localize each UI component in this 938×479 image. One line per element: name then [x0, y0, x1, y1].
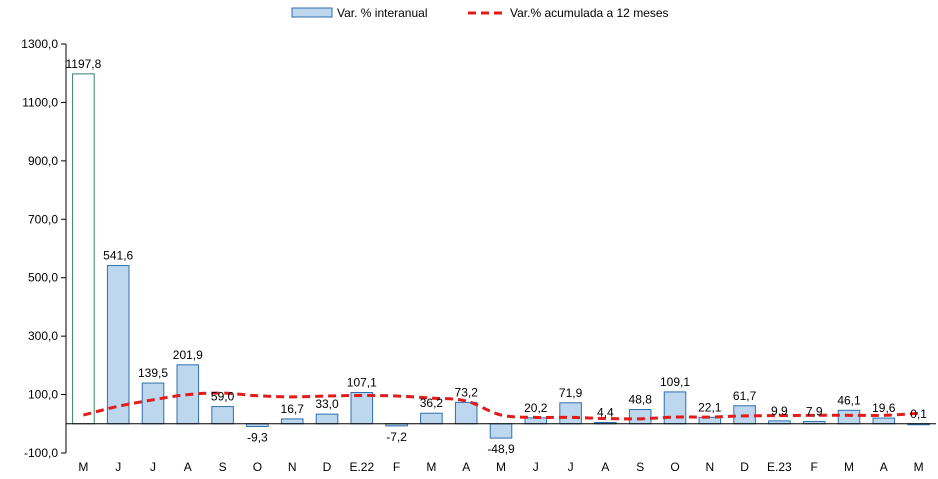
bar	[559, 402, 582, 425]
x-tick-label: D	[740, 460, 749, 474]
bar-value-label: 20,2	[524, 401, 548, 415]
bars	[72, 73, 930, 439]
x-tick-label: A	[601, 460, 609, 474]
x-tick-label: N	[705, 460, 714, 474]
x-tick-label: M	[844, 460, 854, 474]
bar-value-label: 9,9	[771, 404, 788, 418]
bar-value-label: 107,1	[347, 375, 377, 389]
x-tick-label: J	[115, 460, 121, 474]
bar	[454, 401, 478, 425]
bar	[315, 413, 339, 425]
x-tick-label: M	[914, 460, 924, 474]
y-tick-label: 1300,0	[21, 37, 58, 51]
bar-value-label: 541,6	[103, 249, 133, 263]
bar-value-label: -9,3	[247, 431, 268, 445]
bar-value-label: 61,7	[733, 389, 757, 403]
line-path	[83, 391, 919, 421]
bar	[628, 409, 652, 425]
bar-value-label: 33,0	[315, 397, 339, 411]
x-axis: M J J A S O N D E.22 F M A M J J A S O N D E.23 F M A M	[78, 460, 923, 474]
x-tick-label: S	[219, 460, 227, 474]
x-tick-label: E.22	[349, 460, 374, 474]
x-tick-label: O	[253, 460, 262, 474]
bar-value-label: -7,2	[386, 430, 407, 444]
bar-value-label: 1197,8	[65, 57, 101, 71]
x-tick-label: M	[78, 460, 88, 474]
bar-value-label: 0,1	[910, 407, 927, 421]
bar-value-label: 201,9	[173, 348, 203, 362]
x-tick-label: F	[811, 460, 818, 474]
x-tick-label: J	[150, 460, 156, 474]
bar-labels: 1197,8 541,6 139,5 201,9 59,0 -9,3 16,7 33,0 107…	[65, 57, 927, 456]
legend-label-bar: Var. % interanual	[337, 6, 428, 20]
y-tick-label: 100,0	[28, 388, 58, 402]
bar	[420, 412, 443, 425]
y-axis: -100,0 100,0 300,0 500,0 700,0 900,0 1100,0 130…	[21, 37, 67, 460]
bar	[106, 265, 130, 425]
bar-value-label: 19,6	[872, 401, 896, 415]
bar-value-label: 139,5	[138, 366, 168, 380]
bar-value-label: 59,0	[211, 390, 235, 404]
bar-value-label: 4,4	[597, 406, 614, 420]
y-tick-label: -100,0	[24, 446, 58, 460]
x-tick-label: M	[496, 460, 506, 474]
bar	[489, 423, 513, 439]
x-tick-label: O	[670, 460, 679, 474]
bar-value-label: 109,1	[660, 375, 690, 389]
x-tick-label: E.23	[767, 460, 792, 474]
bar	[211, 406, 234, 425]
bar-value-label: 73,2	[455, 385, 479, 399]
y-tick-label: 900,0	[28, 154, 58, 168]
legend-swatch-bar	[291, 7, 333, 18]
bar	[872, 417, 896, 425]
bar-value-label: 36,2	[420, 396, 444, 410]
x-tick-label: J	[568, 460, 574, 474]
x-tick-label: A	[184, 460, 192, 474]
x-tick-label: J	[533, 460, 539, 474]
x-tick-label: A	[880, 460, 888, 474]
line-series	[83, 391, 919, 421]
x-tick-label: N	[288, 460, 297, 474]
y-tick-label: 300,0	[28, 329, 58, 343]
bar	[141, 382, 165, 425]
bar	[72, 73, 95, 425]
bar	[350, 391, 374, 425]
y-tick-label: 700,0	[28, 212, 58, 226]
bar-value-label: 22,1	[698, 400, 722, 414]
x-tick-label: S	[636, 460, 644, 474]
bar-value-label: 16,7	[281, 402, 305, 416]
bar	[280, 418, 304, 425]
bar-value-label: -48,9	[487, 442, 515, 456]
legend-label-line: Var.% acumulada a 12 meses	[510, 6, 669, 20]
x-tick-label: M	[426, 460, 436, 474]
bar-value-label: 71,9	[559, 386, 583, 400]
bar-value-label: 7,9	[806, 404, 823, 418]
legend: Var. % interanual Var.% acumulada a 12 m…	[291, 6, 669, 20]
bar	[837, 409, 861, 425]
x-tick-label: F	[393, 460, 400, 474]
y-tick-label: 500,0	[28, 271, 58, 285]
bar-value-label: 48,8	[629, 393, 653, 407]
y-tick-label: 1100,0	[22, 95, 58, 109]
bar-value-label: 46,1	[837, 393, 861, 407]
bar	[663, 391, 687, 425]
x-tick-label: D	[323, 460, 332, 474]
x-tick-label: A	[462, 460, 470, 474]
